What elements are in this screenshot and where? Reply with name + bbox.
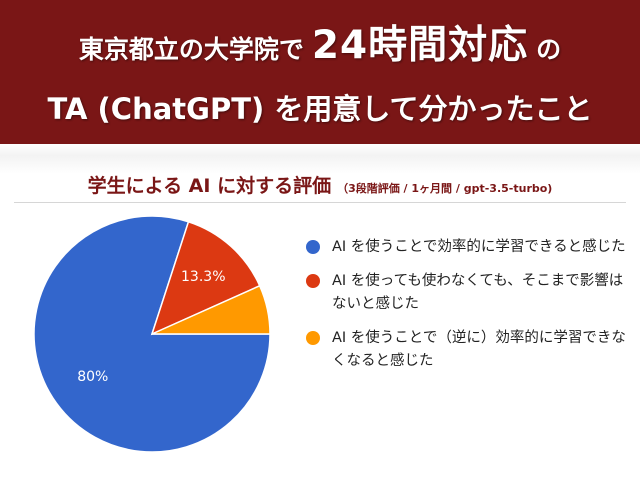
header-banner: 東京都立の大学院で 24時間対応の TA (ChatGPT) を用意して分かったこ… <box>0 0 640 144</box>
pie-slice-2 <box>150 220 261 336</box>
headline-line-1: 東京都立の大学院で 24時間対応の <box>0 14 640 70</box>
chart-title-main: 学生による AI に対する評価 <box>87 175 332 197</box>
chart-subtitle: （3段階評価 / 1ヶ月間 / gpt-3.5-turbo) <box>337 182 553 195</box>
legend-swatch-1 <box>306 240 320 254</box>
legend-swatch-3 <box>306 331 320 345</box>
slice-data-label-2: 13.3% <box>181 269 225 285</box>
legend-item-3: AI を使うことで（逆に）効率的に学習できなくなると感じた <box>306 327 626 373</box>
legend-label-2: AI を使っても使わなくても、そこまで影響はないと感じた <box>332 273 624 312</box>
slice-data-label-1: 80% <box>77 369 108 385</box>
pie-slice-3 <box>151 284 271 335</box>
headline-emphasis: 24時間対応 <box>311 23 529 68</box>
legend-label-3: AI を使うことで（逆に）効率的に学習できなくなると感じた <box>332 330 626 369</box>
chart-title: 学生による AI に対する評価 （3段階評価 / 1ヶ月間 / gpt-3.5-t… <box>0 171 640 198</box>
headline-suffix: の <box>536 35 562 64</box>
pie-chart: 80% 13.3% <box>33 215 271 453</box>
headline-prefix: 東京都立の大学院で <box>78 35 304 64</box>
title-divider <box>14 202 626 203</box>
legend-item-2: AI を使っても使わなくても、そこまで影響はないと感じた <box>306 270 626 316</box>
headline-line-2: TA (ChatGPT) を用意して分かったこと <box>47 92 593 126</box>
chart-legend: AI を使うことで効率的に学習できると感じた AI を使っても使わなくても、そこま… <box>306 236 626 384</box>
legend-item-1: AI を使うことで効率的に学習できると感じた <box>306 236 626 259</box>
legend-label-1: AI を使うことで効率的に学習できると感じた <box>332 239 626 255</box>
pie-slice-1 <box>33 215 271 453</box>
legend-swatch-2 <box>306 274 320 288</box>
